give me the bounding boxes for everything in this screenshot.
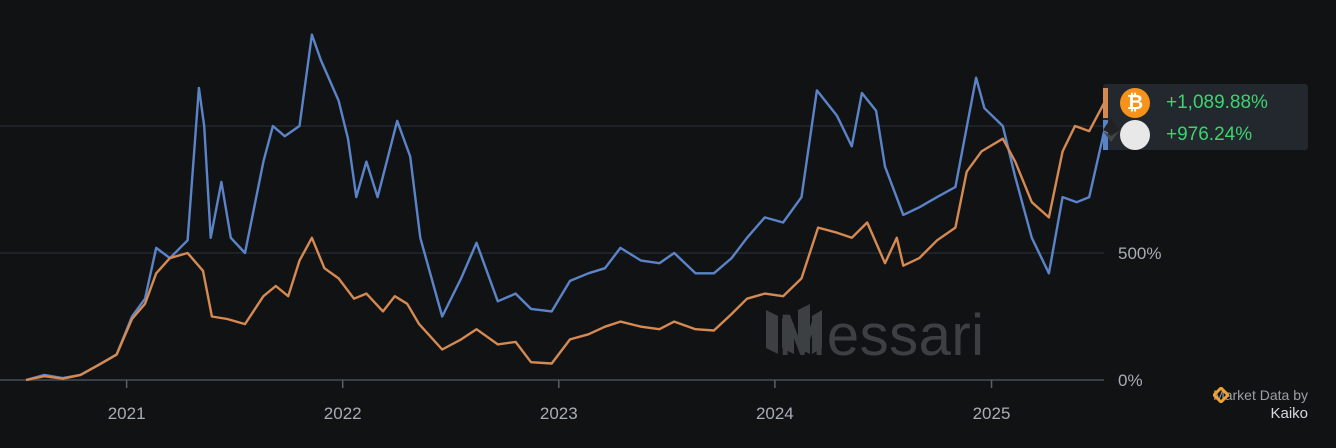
y-tick-label: 0% — [1118, 371, 1143, 390]
kaiko-text: Kaiko — [1270, 405, 1308, 422]
messari-watermark: Messari — [766, 302, 985, 369]
bitcoin-icon: ₿ — [1120, 87, 1150, 118]
data-credit: Market Data by Kaiko — [1213, 387, 1308, 422]
axis-layer: 0% 500% 2021 2022 2023 2024 2025 — [108, 244, 1162, 423]
messari-logo-icon — [766, 304, 822, 354]
legend-swatch-eth — [1103, 119, 1108, 150]
legend-swatch-btc — [1103, 87, 1108, 118]
ethereum-icon — [1103, 118, 1150, 150]
x-tick-label: 2025 — [973, 404, 1011, 423]
x-tick-label: 2023 — [540, 404, 578, 423]
legend-row-btc: ₿ +1,089.88% — [1103, 86, 1308, 119]
kaiko-brand: Kaiko — [1213, 387, 1308, 422]
y-tick-label: 500% — [1118, 244, 1161, 263]
legend-value-eth: +976.24% — [1166, 123, 1253, 145]
legend-value-btc: +1,089.88% — [1166, 91, 1268, 113]
x-tick-label: 2021 — [108, 404, 146, 423]
legend: ₿ +1,089.88% +976.24% — [1103, 84, 1308, 150]
series-line-btc — [25, 102, 1106, 382]
credit-text: Market Data by — [1213, 387, 1308, 403]
x-tick-label: 2022 — [324, 404, 362, 423]
series-layer — [25, 33, 1106, 382]
legend-row-eth: +976.24% — [1103, 118, 1308, 151]
series-line-eth — [25, 33, 1106, 382]
watermark-text: Messari — [778, 303, 985, 368]
kaiko-logo-icon — [1213, 387, 1230, 403]
x-tick-label: 2024 — [756, 404, 794, 423]
